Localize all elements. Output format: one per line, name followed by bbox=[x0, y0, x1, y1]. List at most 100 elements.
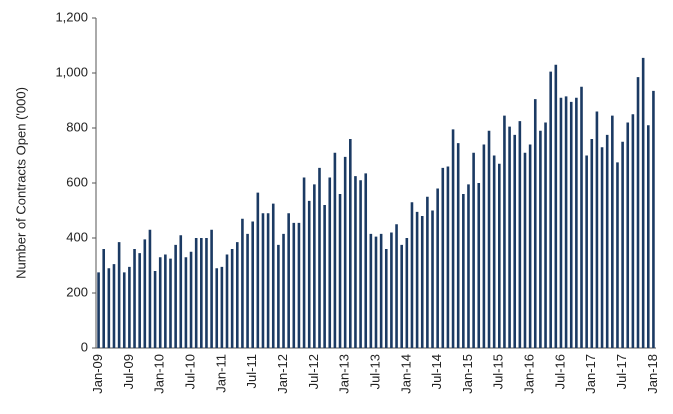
bar bbox=[266, 213, 270, 348]
bar bbox=[102, 249, 106, 348]
bar bbox=[467, 184, 470, 348]
bar bbox=[359, 180, 362, 348]
bar bbox=[318, 167, 321, 348]
bar bbox=[338, 194, 342, 348]
bar bbox=[292, 222, 296, 348]
bar bbox=[349, 139, 352, 348]
bar bbox=[492, 155, 496, 348]
bar bbox=[251, 221, 254, 348]
bar bbox=[518, 121, 522, 348]
bar bbox=[569, 101, 573, 348]
bar bbox=[153, 271, 157, 348]
x-tick-label: Jan-10 bbox=[152, 354, 167, 394]
y-tick-label: 1,200 bbox=[55, 9, 88, 24]
bar bbox=[539, 130, 542, 348]
bar bbox=[482, 144, 486, 348]
x-tick-label: Jul-12 bbox=[306, 354, 321, 389]
bar bbox=[487, 130, 491, 348]
bar bbox=[302, 177, 306, 348]
bar bbox=[580, 86, 583, 348]
bar bbox=[513, 134, 517, 348]
x-tick-label: Jan-17 bbox=[583, 354, 598, 394]
bar bbox=[369, 233, 373, 348]
bar bbox=[472, 152, 475, 348]
bar bbox=[189, 251, 193, 348]
bar bbox=[354, 176, 357, 348]
bar bbox=[241, 218, 244, 348]
x-tick-label: Jan-09 bbox=[90, 354, 105, 394]
bar bbox=[225, 254, 229, 348]
bar bbox=[605, 134, 609, 348]
bar bbox=[549, 71, 552, 348]
bar bbox=[585, 155, 588, 348]
bar bbox=[420, 216, 424, 348]
bar bbox=[297, 222, 301, 348]
bar bbox=[328, 177, 332, 348]
bar bbox=[200, 238, 203, 348]
bar bbox=[590, 139, 594, 348]
bar bbox=[282, 233, 285, 348]
bar bbox=[554, 64, 558, 348]
bar bbox=[456, 143, 460, 348]
y-tick-label: 0 bbox=[81, 339, 88, 354]
x-tick-label: Jul-17 bbox=[614, 354, 629, 389]
bar bbox=[395, 224, 398, 348]
bar bbox=[646, 125, 650, 348]
bar bbox=[323, 205, 326, 348]
bar bbox=[498, 163, 501, 348]
bar bbox=[616, 162, 619, 348]
bar bbox=[164, 254, 167, 348]
bar bbox=[138, 253, 141, 348]
bar bbox=[174, 244, 177, 348]
x-tick-label: Jul-14 bbox=[429, 354, 444, 389]
bar bbox=[390, 232, 393, 348]
bar bbox=[374, 236, 378, 348]
bar bbox=[148, 229, 152, 348]
bar bbox=[179, 235, 183, 348]
bar bbox=[271, 203, 275, 348]
bar bbox=[575, 97, 578, 348]
x-tick-label: Jul-13 bbox=[367, 354, 382, 389]
bar bbox=[544, 122, 547, 348]
bar bbox=[117, 242, 121, 348]
bar bbox=[261, 213, 265, 348]
bar bbox=[230, 249, 234, 348]
x-tick-label: Jan-14 bbox=[398, 354, 413, 394]
bar bbox=[564, 96, 568, 348]
x-tick-label: Jan-15 bbox=[460, 354, 475, 394]
bar bbox=[641, 57, 645, 348]
bar bbox=[426, 196, 429, 348]
bar bbox=[158, 257, 162, 348]
bar bbox=[215, 268, 219, 348]
bar bbox=[143, 239, 147, 348]
bar bbox=[415, 211, 419, 348]
bar bbox=[451, 129, 455, 348]
bar bbox=[287, 213, 290, 348]
bar bbox=[523, 152, 527, 348]
x-tick-label: Jul-11 bbox=[244, 354, 259, 388]
bar bbox=[384, 249, 388, 348]
y-tick-label: 600 bbox=[66, 174, 88, 189]
x-tick-label: Jul-15 bbox=[491, 354, 506, 389]
bar bbox=[107, 268, 111, 348]
bar bbox=[400, 244, 403, 348]
bar bbox=[410, 202, 414, 348]
y-tick-label: 400 bbox=[66, 229, 88, 244]
bar bbox=[128, 266, 131, 348]
bar bbox=[307, 200, 311, 348]
x-tick-label: Jul-09 bbox=[121, 354, 136, 389]
bar bbox=[133, 249, 136, 348]
bar bbox=[600, 147, 604, 348]
bar bbox=[446, 166, 450, 348]
bar bbox=[503, 115, 506, 348]
y-tick-label: 800 bbox=[66, 119, 88, 134]
bar bbox=[220, 266, 224, 348]
bar bbox=[210, 229, 213, 348]
bar bbox=[364, 173, 368, 348]
bar bbox=[441, 167, 445, 348]
bar bbox=[508, 126, 511, 348]
x-tick-label: Jan-11 bbox=[213, 354, 228, 393]
bar bbox=[559, 97, 563, 348]
bar bbox=[636, 77, 640, 348]
bar bbox=[343, 156, 347, 348]
